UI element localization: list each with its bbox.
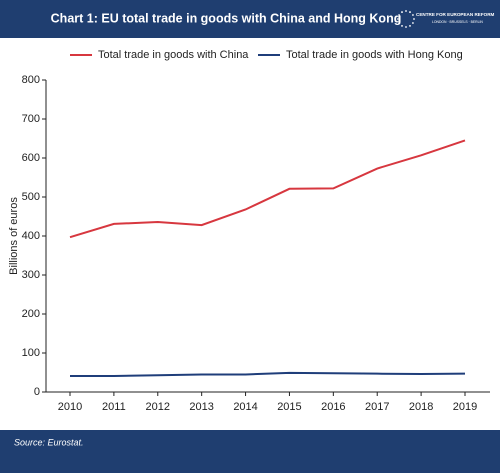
logo-star — [409, 11, 411, 13]
y-tick-label: 600 — [22, 152, 40, 164]
x-tick-label: 2012 — [146, 401, 170, 413]
logo-cities: LONDON · BRUSSELS · BERLIN — [432, 20, 483, 24]
y-tick-label: 500 — [22, 191, 40, 203]
logo: CENTRE FOR EUROPEAN REFORM LONDON · BRUS… — [397, 10, 495, 28]
logo-star — [412, 14, 414, 16]
y-tick-label: 400 — [22, 230, 40, 242]
legend-label: Total trade in goods with China — [98, 49, 249, 61]
x-tick-label: 2018 — [409, 401, 433, 413]
logo-star — [401, 25, 403, 27]
logo-star — [397, 18, 399, 20]
x-tick-label: 2013 — [189, 401, 213, 413]
y-tick-label: 100 — [22, 347, 40, 359]
legend-label: Total trade in goods with Hong Kong — [286, 49, 463, 61]
logo-star — [398, 14, 400, 16]
logo-star — [398, 22, 400, 24]
logo-name: CENTRE FOR EUROPEAN REFORM — [416, 12, 495, 17]
logo-star — [405, 26, 407, 28]
source-note: Source: Eurostat. — [14, 437, 84, 447]
y-axis-label: Billions of euros — [8, 197, 20, 275]
logo-star — [412, 22, 414, 24]
x-tick-label: 2017 — [365, 401, 389, 413]
x-tick-label: 2019 — [453, 401, 477, 413]
logo-star — [409, 25, 411, 27]
x-tick-label: 2010 — [58, 401, 82, 413]
x-tick-label: 2015 — [277, 401, 301, 413]
logo-star — [405, 10, 407, 12]
logo-star — [401, 11, 403, 13]
y-tick-label: 200 — [22, 308, 40, 320]
y-tick-label: 300 — [22, 269, 40, 281]
chart-title: Chart 1: EU total trade in goods with Ch… — [51, 11, 402, 25]
logo-star — [413, 18, 415, 20]
y-tick-label: 800 — [22, 74, 40, 86]
data-line — [69, 139, 466, 239]
y-tick-label: 0 — [34, 386, 40, 398]
x-tick-label: 2011 — [102, 401, 126, 413]
x-tick-label: 2016 — [321, 401, 345, 413]
footer-bar — [0, 430, 500, 473]
y-tick-label: 700 — [22, 113, 40, 125]
x-tick-label: 2014 — [233, 401, 257, 413]
data-line — [70, 371, 466, 378]
header-bar — [0, 0, 500, 38]
